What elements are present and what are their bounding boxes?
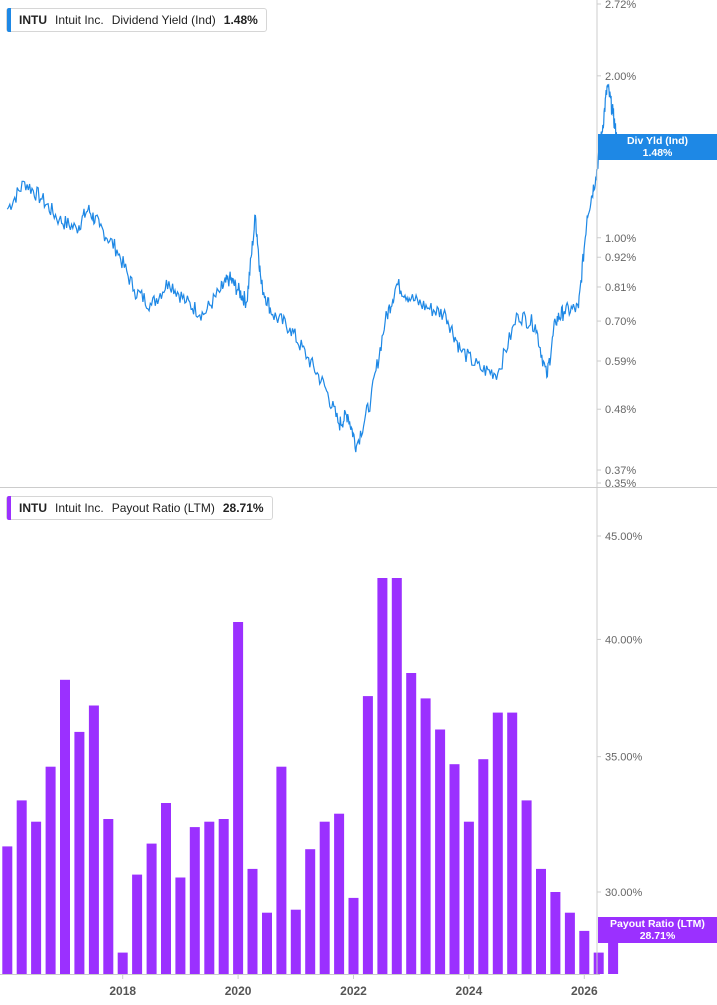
legend-symbol: INTU <box>19 501 47 515</box>
payout-bar[interactable] <box>362 696 373 974</box>
dividend-yield-legend[interactable]: INTU Intuit Inc. Dividend Yield (Ind) 1.… <box>6 8 267 32</box>
legend-metric: Dividend Yield (Ind) <box>111 13 216 27</box>
y-tick-label: 1.00% <box>605 233 636 245</box>
payout-bar[interactable] <box>60 679 70 974</box>
payout-bar[interactable] <box>406 673 417 974</box>
payout-bar[interactable] <box>204 821 215 974</box>
payout-ratio-legend[interactable]: INTU Intuit Inc. Payout Ratio (LTM) 28.7… <box>6 496 273 520</box>
payout-bar[interactable] <box>564 912 575 974</box>
x-tick-label: 2020 <box>225 984 252 998</box>
x-tick-label: 2018 <box>109 984 136 998</box>
payout-bar[interactable] <box>608 930 619 974</box>
x-tick-label: 2026 <box>571 984 598 998</box>
tag-value: 28.71% <box>639 930 676 942</box>
y-tick-label: 0.37% <box>605 465 636 477</box>
dividend-yield-plot[interactable] <box>6 83 619 453</box>
payout-bar[interactable] <box>161 803 171 974</box>
payout-bar[interactable] <box>16 800 27 974</box>
payout-bar[interactable] <box>391 578 402 974</box>
payout-bar[interactable] <box>348 897 359 974</box>
payout-bar[interactable] <box>175 877 186 975</box>
bar-swatch-icon <box>7 496 11 520</box>
legend-metric: Payout Ratio (LTM) <box>111 501 215 515</box>
payout-bar[interactable] <box>334 813 345 974</box>
tag-label: Div Yld (Ind) <box>626 135 689 147</box>
payout-ratio-plot[interactable] <box>2 578 619 975</box>
payout-bar[interactable] <box>449 764 460 974</box>
legend-value: 28.71% <box>222 501 264 515</box>
dividend-yield-value-tag: Div Yld (Ind) 1.48% <box>598 134 717 160</box>
payout-bar[interactable] <box>117 952 128 974</box>
payout-bar[interactable] <box>536 868 546 974</box>
payout-bar[interactable] <box>463 821 474 974</box>
tag-label: Payout Ratio (LTM) <box>610 918 705 930</box>
payout-bar[interactable] <box>146 843 157 974</box>
payout-bar[interactable] <box>31 821 42 974</box>
y-tick-label: 2.72% <box>605 0 636 11</box>
payout-bar[interactable] <box>132 874 143 974</box>
payout-bar[interactable] <box>579 930 590 974</box>
payout-bar[interactable] <box>478 759 489 974</box>
payout-bar[interactable] <box>276 766 287 974</box>
y-tick-label: 0.48% <box>605 404 636 416</box>
payout-bar[interactable] <box>593 952 604 974</box>
payout-ratio-value-tag: Payout Ratio (LTM) 28.71% <box>598 917 717 943</box>
dividend-yield-line <box>6 83 619 453</box>
payout-bar[interactable] <box>305 849 316 974</box>
y-tick-label: 0.35% <box>605 478 636 490</box>
y-tick-label: 35.00% <box>605 752 643 764</box>
payout-bar[interactable] <box>262 912 272 974</box>
legend-value: 1.48% <box>223 13 258 27</box>
y-tick-label: 45.00% <box>605 531 643 543</box>
y-tick-label: 2.00% <box>605 71 636 83</box>
payout-bar[interactable] <box>435 729 446 975</box>
payout-bar[interactable] <box>319 821 330 974</box>
x-tick-label: 2024 <box>456 984 483 998</box>
line-swatch-icon <box>7 8 11 32</box>
legend-symbol: INTU <box>19 13 47 27</box>
payout-bar[interactable] <box>74 731 85 974</box>
legend-company: Intuit Inc. <box>55 13 104 27</box>
payout-bar[interactable] <box>45 766 56 974</box>
tag-value: 1.48% <box>642 147 673 159</box>
payout-bar[interactable] <box>2 846 13 974</box>
payout-bar[interactable] <box>377 578 388 974</box>
y-tick-label: 30.00% <box>605 887 643 899</box>
payout-bar[interactable] <box>507 712 518 974</box>
payout-bar[interactable] <box>189 827 200 974</box>
payout-bar[interactable] <box>492 712 503 974</box>
payout-bar[interactable] <box>521 800 532 974</box>
payout-bar[interactable] <box>218 819 229 974</box>
payout-bar[interactable] <box>247 868 258 974</box>
payout-bar[interactable] <box>88 705 99 975</box>
legend-company: Intuit Inc. <box>55 501 104 515</box>
payout-bar[interactable] <box>290 909 301 974</box>
payout-bar[interactable] <box>103 819 114 974</box>
payout-bar[interactable] <box>420 698 431 974</box>
payout-bar[interactable] <box>233 622 244 974</box>
y-tick-label: 0.81% <box>605 282 636 294</box>
x-tick-label: 2022 <box>340 984 367 998</box>
y-tick-label: 0.92% <box>605 252 636 264</box>
y-tick-label: 0.70% <box>605 316 636 328</box>
y-tick-label: 0.59% <box>605 356 636 368</box>
y-tick-label: 40.00% <box>605 634 643 646</box>
payout-bar[interactable] <box>550 892 561 974</box>
